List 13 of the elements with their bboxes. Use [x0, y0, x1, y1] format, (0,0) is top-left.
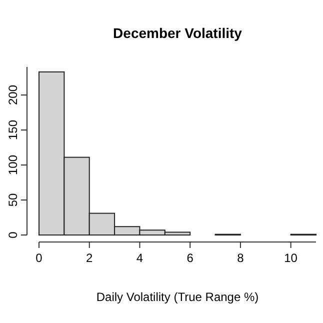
y-tick-label: 0: [6, 231, 20, 238]
chart-title: December Volatility: [113, 25, 242, 41]
y-tick-label: 150: [6, 120, 20, 140]
y-tick-label: 100: [6, 154, 20, 176]
y-tick-label: 200: [6, 84, 20, 106]
x-tick-label: 0: [36, 251, 43, 265]
x-axis-title: Daily Volatility (True Range %): [96, 290, 259, 304]
x-tick-label: 8: [237, 251, 244, 265]
x-tick-label: 2: [86, 251, 94, 265]
y-tick-label: 50: [6, 193, 20, 207]
x-tick-label: 4: [136, 251, 144, 265]
x-tick-label: 10: [284, 251, 298, 265]
x-tick-label: 6: [186, 251, 194, 265]
